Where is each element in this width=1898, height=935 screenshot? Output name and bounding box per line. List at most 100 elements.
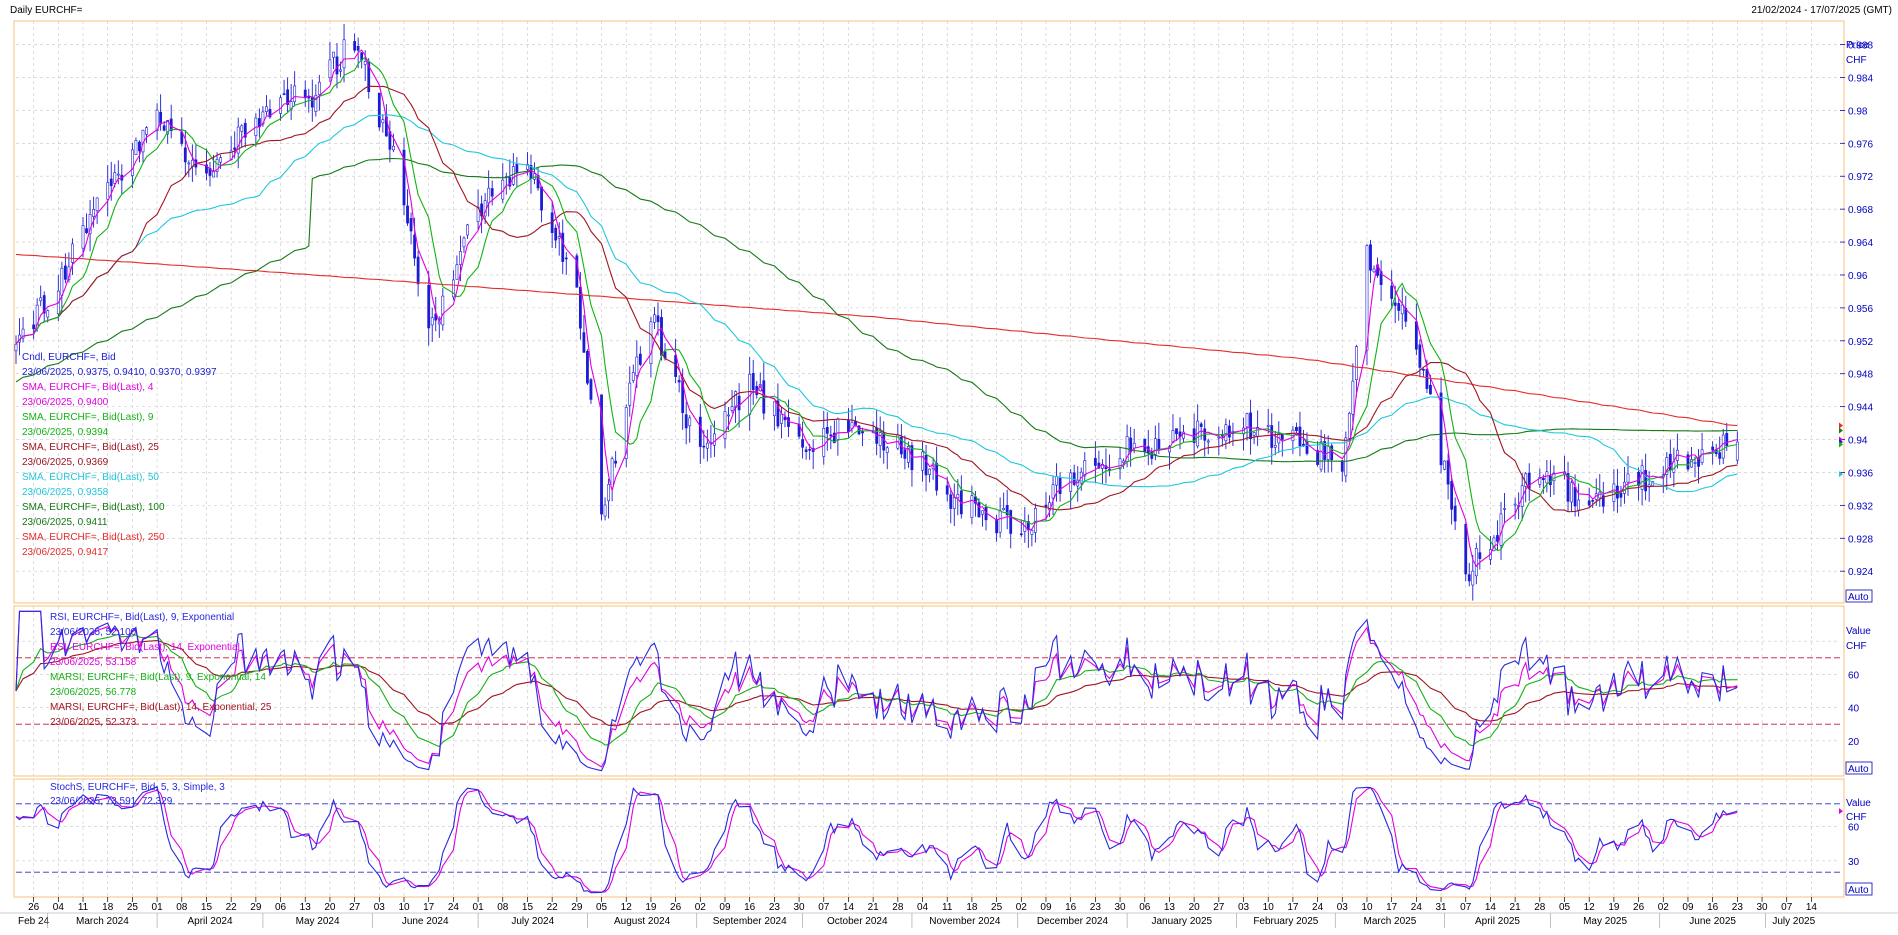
candle-body (427, 285, 431, 329)
candle-body (772, 401, 776, 416)
x-day-label: 06 (1139, 902, 1151, 913)
candle-body (377, 92, 381, 128)
candle-body (1245, 413, 1249, 428)
candle-body (166, 119, 170, 135)
price-auto-button[interactable]: Auto (1845, 589, 1873, 603)
candle-body (1002, 508, 1006, 511)
rsi-9-line (15, 610, 1738, 772)
candle-body (113, 172, 117, 184)
candle-body (1697, 457, 1700, 467)
price-tick-label: 0.928 (1848, 534, 1873, 545)
price-tick-label: 0.988 (1848, 41, 1873, 52)
x-day-label: 24 (1312, 902, 1324, 913)
price-tick-label: 0.944 (1848, 403, 1873, 414)
candle-body (335, 56, 339, 75)
candle-body (751, 373, 755, 391)
candle-body (825, 427, 829, 434)
candle-body (1354, 346, 1358, 380)
candle-body (1009, 510, 1013, 534)
x-day-label: 30 (794, 902, 806, 913)
x-day-label: 09 (1040, 902, 1052, 913)
rsi-auto-button[interactable]: Auto (1845, 761, 1873, 775)
candle-body (32, 324, 36, 330)
legend-series-name: SMA, EURCHF=, Bid(Last), 100 (22, 502, 165, 513)
candle-body (1541, 478, 1545, 480)
candle-body (441, 295, 445, 326)
x-day-label: 31 (1435, 902, 1447, 913)
candle-body (282, 93, 286, 95)
x-day-label: 21 (1510, 902, 1522, 913)
legend-series-name: RSI, EURCHF=, Bid(Last), 9, Exponential (50, 612, 234, 623)
stoch-k-line (15, 785, 1738, 894)
x-month-label: December 2024 (1037, 916, 1109, 927)
candle-body (561, 232, 565, 262)
x-day-label: 26 (1633, 902, 1645, 913)
x-month-label: April 2025 (1475, 916, 1520, 927)
legend-series-name: Cndl, EURCHF=, Bid (22, 352, 116, 363)
candle-body (952, 496, 956, 509)
x-day-label: 25 (127, 902, 139, 913)
candle-body (713, 433, 716, 446)
candle-body (1474, 548, 1478, 577)
candle-body (356, 46, 360, 51)
candle-body (702, 445, 706, 448)
price-tick-label: 0.936 (1848, 468, 1873, 479)
candle-body (998, 510, 1002, 533)
candle-body (205, 164, 208, 174)
stoch-auto-button[interactable]: Auto (1845, 882, 1873, 896)
candle-body (402, 149, 406, 206)
candle-body (928, 468, 931, 475)
candle-body (1601, 495, 1605, 507)
price-tick-label: 0.972 (1848, 172, 1873, 183)
candle-body (1453, 505, 1457, 522)
candle-body (1513, 503, 1517, 506)
x-day-label: 17 (1386, 902, 1398, 913)
x-day-label: 19 (1608, 902, 1620, 913)
x-day-label: 08 (497, 902, 509, 913)
candle-body (145, 127, 148, 135)
candle-body (1573, 486, 1577, 507)
candle-body (903, 449, 907, 459)
x-day-label: 30 (1114, 902, 1126, 913)
candle-body (268, 109, 272, 118)
candle-body (1425, 369, 1429, 389)
candle-body (1019, 533, 1023, 536)
candle-body (737, 395, 741, 411)
candle-body (1055, 476, 1058, 486)
price-tick-label: 0.976 (1848, 139, 1873, 150)
x-day-label: 20 (1189, 902, 1201, 913)
candle-body (1344, 437, 1348, 477)
candle-body (776, 400, 780, 427)
x-day-label: 24 (448, 902, 460, 913)
legend-series-value: 23/06/2025, 0.9411 (22, 517, 108, 528)
candle-body (109, 178, 113, 187)
candle-body (836, 418, 840, 440)
candle-body (1365, 245, 1369, 351)
candle-body (1418, 344, 1422, 368)
candle-body (1721, 434, 1725, 459)
x-day-label: 17 (1287, 902, 1299, 913)
candle-body (95, 197, 99, 212)
candle-body (1340, 460, 1344, 472)
candle-body (1228, 425, 1231, 438)
x-day-label: 15 (522, 902, 534, 913)
candle-body (1252, 432, 1256, 436)
candle-body (977, 502, 981, 518)
candle-body (71, 243, 74, 263)
candle-body (243, 122, 247, 138)
x-day-label: 10 (1361, 902, 1373, 913)
candle-body (684, 414, 688, 429)
candle-body (1640, 465, 1644, 490)
candle-body (1668, 453, 1672, 471)
candle-body (1566, 473, 1570, 502)
legend-series-name: StochS, EURCHF=, Bid, 5, 3, Simple, 3 (50, 782, 225, 793)
candle-body (1619, 492, 1623, 498)
chart-title: Daily EURCHF= (10, 5, 83, 16)
candle-body (1295, 427, 1298, 431)
candle-body (219, 157, 222, 163)
x-day-label: 10 (398, 902, 410, 913)
candle-body (1175, 428, 1178, 435)
x-month-label: Feb 24 (18, 916, 50, 927)
x-day-label: 05 (596, 902, 608, 913)
candle-body (339, 69, 342, 72)
